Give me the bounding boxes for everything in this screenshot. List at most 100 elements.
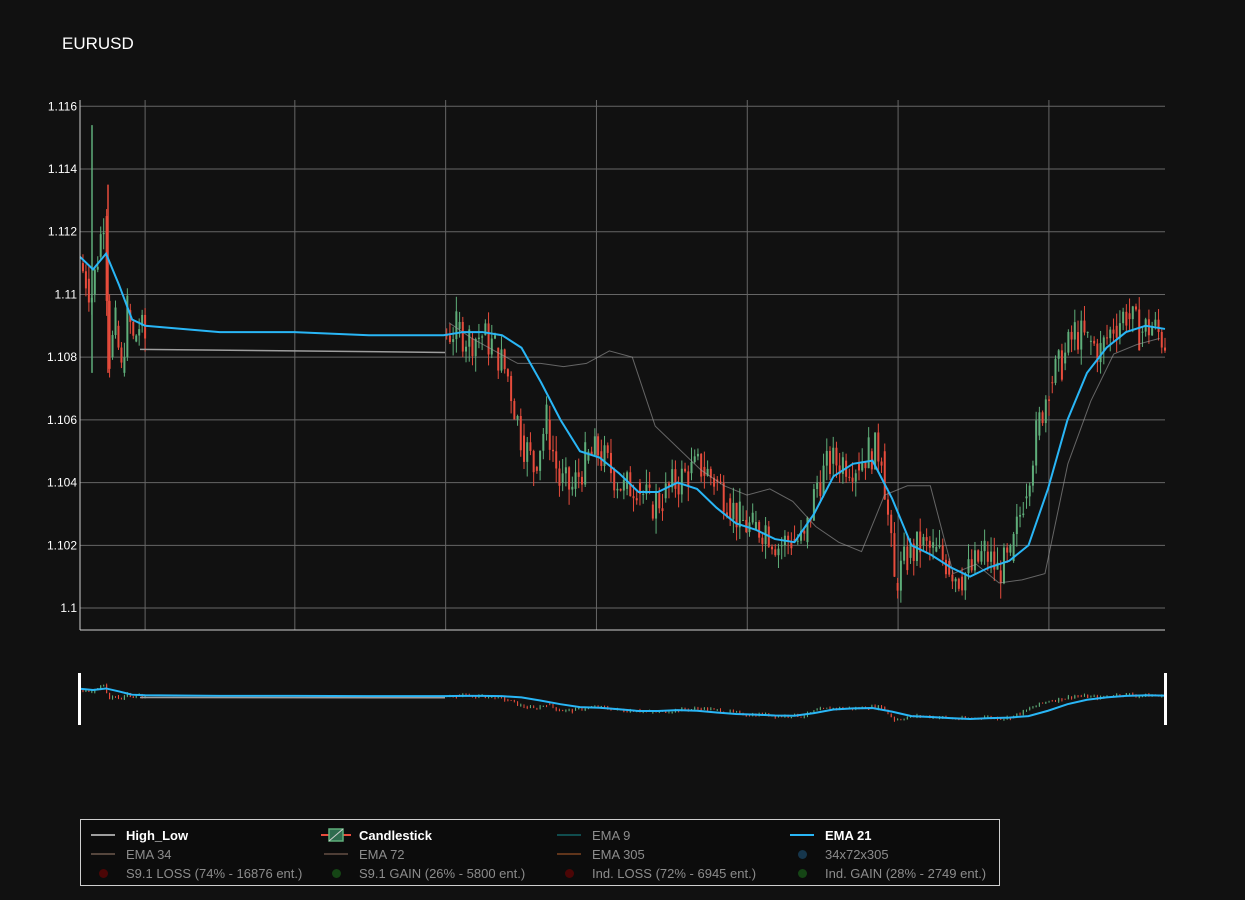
candle: [1003, 718, 1005, 720]
candle: [1028, 485, 1031, 497]
legend-item-candlestick[interactable]: Candlestick: [319, 826, 432, 844]
candle: [1112, 329, 1115, 334]
candle: [552, 704, 554, 708]
legend-item-high-low[interactable]: High_Low: [86, 826, 188, 844]
candle: [999, 570, 1002, 584]
candle: [874, 705, 876, 709]
candle: [729, 710, 731, 712]
legend-item-ema-305[interactable]: EMA 305: [552, 845, 645, 863]
candle: [1038, 412, 1041, 436]
candle: [1135, 306, 1138, 310]
candle: [1109, 329, 1112, 339]
candle: [945, 716, 947, 718]
candle: [1119, 694, 1121, 696]
legend-label: Ind. LOSS (72% - 6945 ent.): [592, 865, 757, 881]
candle: [780, 545, 783, 547]
slider-ema-line: [79, 687, 1166, 721]
candle: [896, 582, 899, 591]
candle: [632, 496, 635, 499]
legend-item-ind-loss-72-6945-ent[interactable]: Ind. LOSS (72% - 6945 ent.): [552, 864, 756, 882]
legend-item-s9-1-gain-26-5800-ent[interactable]: S9.1 GAIN (26% - 5800 ent.): [319, 864, 525, 882]
candle: [477, 337, 480, 339]
candle: [1051, 382, 1054, 384]
candle: [555, 707, 557, 711]
legend-item-ema-9[interactable]: EMA 9: [552, 826, 630, 844]
legend-line-icon: [86, 845, 120, 863]
candle: [806, 517, 809, 543]
candle: [613, 470, 616, 491]
legend-item-34x72x305[interactable]: 34x72x305: [785, 845, 889, 863]
legend-item-ema-34[interactable]: EMA 34: [86, 845, 172, 863]
candle: [96, 266, 99, 270]
candle: [651, 504, 654, 519]
candle: [606, 445, 609, 453]
legend-label: S9.1 LOSS (74% - 16876 ent.): [126, 865, 303, 881]
candle: [1089, 340, 1092, 342]
legend-dot-icon: [552, 864, 586, 882]
candle: [800, 530, 803, 541]
candle: [117, 325, 120, 348]
legend-line-icon: [785, 826, 819, 844]
candle: [874, 432, 877, 470]
candle: [535, 466, 538, 471]
candlestick-series[interactable]: [81, 125, 1166, 603]
candle: [1138, 696, 1140, 698]
candle: [1048, 701, 1050, 703]
candle: [1054, 700, 1056, 702]
candle: [864, 461, 867, 469]
candle: [132, 696, 134, 698]
chart-svg[interactable]: 1.1 1.102 1.104 1.106 1.108 1.11 1.112 1.114 1.1…: [0, 0, 1245, 810]
candle: [1157, 319, 1160, 333]
candle: [903, 546, 906, 561]
candle: [87, 278, 90, 303]
candle: [126, 295, 129, 358]
legend-item-ind-gain-28-2749-ent[interactable]: Ind. GAIN (28% - 2749 ent.): [785, 864, 986, 882]
candle: [803, 716, 805, 718]
candle: [871, 705, 873, 708]
candle: [520, 704, 522, 706]
candle: [545, 404, 548, 434]
candle: [533, 706, 535, 708]
candle: [790, 716, 792, 718]
candle: [562, 710, 564, 712]
candle: [800, 716, 802, 718]
candle: [857, 463, 860, 471]
candle: [812, 489, 815, 521]
candle: [519, 415, 522, 451]
high-low-series[interactable]: [139, 322, 1160, 584]
candle: [794, 713, 796, 716]
candle: [490, 338, 493, 355]
candle: [961, 576, 964, 591]
candle: [694, 707, 696, 710]
legend-item-ema-72[interactable]: EMA 72: [319, 845, 405, 863]
candle: [823, 708, 825, 710]
candle: [1048, 399, 1051, 401]
candle: [108, 300, 111, 369]
candle: [790, 541, 793, 549]
candle: [1160, 332, 1163, 348]
candle: [91, 690, 93, 692]
candle: [461, 321, 464, 352]
y-axis: 1.1 1.102 1.104 1.106 1.108 1.11 1.112 1.114 1.1…: [47, 99, 77, 615]
candle: [129, 693, 131, 697]
candle: [1029, 707, 1031, 710]
candle: [144, 695, 146, 698]
candle: [925, 537, 928, 541]
candle: [861, 461, 864, 471]
candle: [1044, 399, 1047, 424]
candle: [568, 467, 571, 490]
candle: [555, 451, 558, 469]
candle: [883, 451, 886, 500]
candle: [713, 477, 716, 487]
legend-item-ema-21[interactable]: EMA 21: [785, 826, 871, 844]
candle: [448, 335, 451, 342]
legend-item-s9-1-loss-74-16876-ent[interactable]: S9.1 LOSS (74% - 16876 ent.): [86, 864, 302, 882]
candle: [465, 346, 468, 352]
candle: [488, 696, 490, 699]
ema-21-series[interactable]: [79, 251, 1166, 578]
candle: [690, 462, 693, 474]
candle: [996, 562, 999, 570]
candle: [716, 709, 718, 711]
range-slider[interactable]: [78, 673, 1167, 725]
legend-label: High_Low: [126, 827, 189, 843]
